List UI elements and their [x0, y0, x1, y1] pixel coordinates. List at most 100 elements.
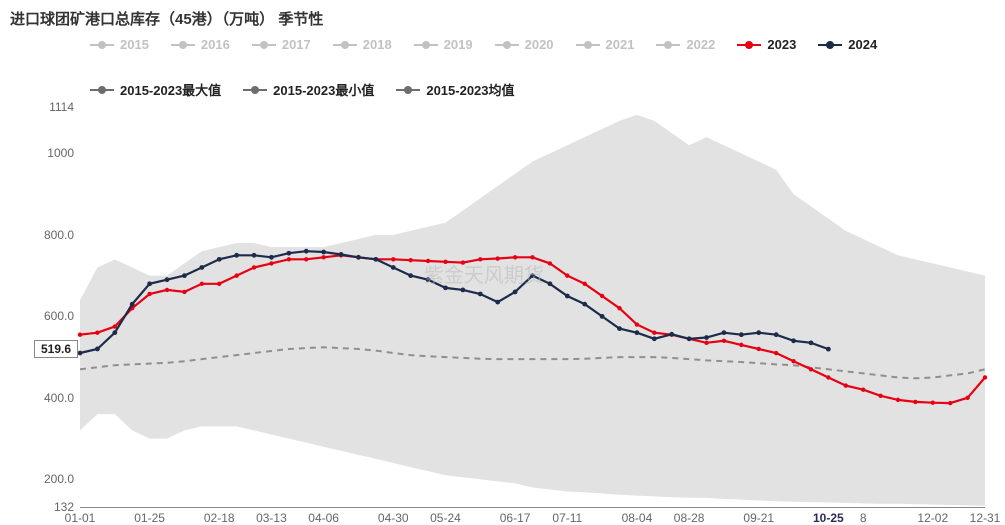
series-2023-marker	[617, 306, 621, 310]
chart-svg	[80, 107, 985, 507]
legend-item-inactive[interactable]: 2019	[414, 37, 473, 52]
legend-item-series[interactable]: 2024	[818, 37, 877, 52]
series-2023-marker	[757, 347, 761, 351]
series-2024-marker	[460, 287, 465, 292]
x-tick: 04-30	[378, 507, 409, 525]
series-2023-marker	[965, 396, 969, 400]
series-2023-marker	[652, 330, 656, 334]
series-2023-marker	[931, 401, 935, 405]
series-2023-marker	[217, 282, 221, 286]
series-2023-marker	[948, 401, 952, 405]
series-2023-marker	[565, 273, 569, 277]
series-2024-marker	[478, 292, 483, 297]
series-2023-marker	[739, 343, 743, 347]
x-tick: 08-28	[674, 507, 705, 525]
series-2024-marker	[426, 277, 431, 282]
legend-label: 2015	[120, 37, 149, 52]
series-2024-marker	[286, 251, 291, 256]
series-2024-marker	[513, 290, 518, 295]
series-2023-marker	[704, 341, 708, 345]
series-2024-marker	[530, 273, 535, 278]
series-2024-marker	[756, 330, 761, 335]
series-2023-marker	[269, 261, 273, 265]
series-2024-marker	[130, 302, 135, 307]
series-2023-marker	[391, 257, 395, 261]
series-2024-marker	[147, 281, 152, 286]
x-tick: 09-21	[743, 507, 774, 525]
legend-label: 2022	[686, 37, 715, 52]
series-2024-marker	[321, 250, 326, 255]
x-tick: 02-18	[204, 507, 235, 525]
series-2024-marker	[112, 330, 117, 335]
legend-item-inactive[interactable]: 2020	[495, 37, 554, 52]
legend-label: 2021	[606, 37, 635, 52]
series-2024-marker	[495, 300, 500, 305]
x-tick: 08-04	[622, 507, 653, 525]
x-tick: 01-01	[65, 507, 96, 525]
series-2024-marker	[217, 257, 222, 262]
series-2024-marker	[565, 294, 570, 299]
series-2023-marker	[635, 322, 639, 326]
series-2023-marker	[182, 290, 186, 294]
series-2024-marker	[687, 336, 692, 341]
legend-item-inactive[interactable]: 2015	[90, 37, 149, 52]
series-2023-marker	[234, 273, 238, 277]
series-2023-marker	[791, 359, 795, 363]
series-2023-marker	[913, 400, 917, 404]
series-2023-marker	[478, 257, 482, 261]
legend-label: 2018	[363, 37, 392, 52]
x-tick: 07-11	[552, 507, 582, 525]
series-2024-marker	[95, 347, 100, 352]
legend-item-inactive[interactable]: 2016	[171, 37, 230, 52]
series-2024-marker	[182, 273, 187, 278]
legend-label: 2019	[444, 37, 473, 52]
series-2024-marker	[443, 285, 448, 290]
legend-item-inactive[interactable]: 2018	[333, 37, 392, 52]
series-2024-marker	[78, 351, 83, 356]
series-2024-marker	[600, 314, 605, 319]
series-2024-marker	[234, 253, 239, 258]
y-tick: 1000	[47, 146, 80, 160]
legend-item-stat[interactable]: 2015-2023最大值	[90, 80, 221, 99]
series-2023-marker	[426, 259, 430, 263]
series-2023-marker	[95, 330, 99, 334]
series-2024-marker	[582, 302, 587, 307]
series-2024-marker	[722, 330, 727, 335]
legend-item-inactive[interactable]: 2017	[252, 37, 311, 52]
series-2024-marker	[408, 273, 413, 278]
series-2024-marker	[165, 277, 170, 282]
legend-item-stat[interactable]: 2015-2023最小值	[243, 80, 374, 99]
series-2024-marker	[304, 249, 309, 254]
legend-item-series[interactable]: 2023	[737, 37, 796, 52]
x-tick: 04-06	[308, 507, 339, 525]
legend-item-stat[interactable]: 2015-2023均值	[396, 80, 514, 99]
series-2024-marker	[652, 336, 657, 341]
x-tick: 05-24	[430, 507, 461, 525]
chart-area: 紫金天风期货 132200.0400.0600.0800.01000111401…	[80, 107, 985, 508]
series-2023-marker	[200, 282, 204, 286]
x-tick-current: 10-25	[813, 507, 844, 525]
series-2023-marker	[809, 367, 813, 371]
y-tick: 400.0	[44, 391, 80, 405]
x-tick: 03-13	[256, 507, 287, 525]
series-2024-marker	[774, 332, 779, 337]
series-2023-marker	[461, 260, 465, 264]
legend-label: 2015-2023最小值	[273, 80, 374, 99]
series-2024-marker	[269, 255, 274, 260]
series-2024-marker	[548, 281, 553, 286]
y-tick: 800.0	[44, 228, 80, 242]
series-2023-marker	[408, 258, 412, 262]
series-2024-marker	[739, 332, 744, 337]
series-2023-marker	[304, 257, 308, 261]
series-2024-marker	[252, 253, 257, 258]
series-2023-marker	[774, 351, 778, 355]
series-2023-marker	[495, 256, 499, 260]
series-2024-marker	[704, 335, 709, 340]
series-2024-marker	[356, 255, 361, 260]
x-tick: 8	[860, 507, 867, 525]
legend-item-inactive[interactable]: 2022	[656, 37, 715, 52]
legend-item-inactive[interactable]: 2021	[576, 37, 635, 52]
series-2024-marker	[199, 265, 204, 270]
series-2024-marker	[373, 257, 378, 262]
series-2023-marker	[826, 375, 830, 379]
